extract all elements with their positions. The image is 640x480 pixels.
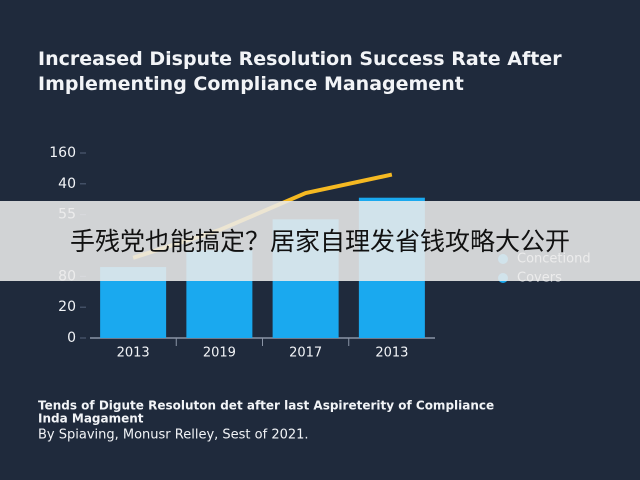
x-tick-label: 2013 (375, 346, 408, 361)
x-tick-label: 2017 (289, 346, 322, 361)
y-tick-label: 40 (58, 176, 76, 192)
caption: Tends of Digute Resoluton det after last… (38, 399, 494, 413)
y-tick-label: 160 (49, 145, 76, 161)
x-tick-label: 2019 (203, 346, 236, 361)
source: By Spiaving, Monusr Relley, Sest of 2021… (38, 428, 309, 443)
y-tick-label: 20 (58, 299, 76, 315)
chart-title: Increased Dispute Resolution Success Rat… (38, 48, 562, 95)
y-tick-label: 0 (67, 330, 76, 346)
title-line: Increased Dispute Resolution Success Rat… (38, 48, 562, 70)
banner-text: 手残党也能搞定？居家自理发省钱攻略大公开 (70, 227, 570, 256)
x-tick-label: 2013 (117, 346, 150, 361)
caption: Inda Magament (38, 412, 144, 426)
title-line: Implementing Compliance Management (38, 73, 464, 95)
banner-band (0, 201, 640, 281)
